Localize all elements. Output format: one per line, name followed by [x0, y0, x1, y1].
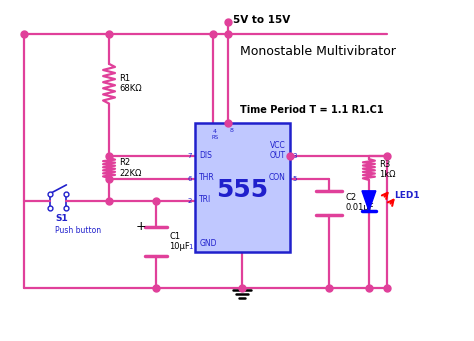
Text: 5: 5: [292, 176, 297, 182]
Text: 5V to 15V: 5V to 15V: [233, 15, 290, 25]
Text: Monostable Multivibrator: Monostable Multivibrator: [240, 45, 396, 58]
Text: 2: 2: [188, 198, 192, 204]
Text: CON: CON: [269, 174, 286, 182]
Text: VCC: VCC: [270, 141, 286, 150]
Text: Time Period T = 1.1 R1.C1: Time Period T = 1.1 R1.C1: [240, 104, 383, 115]
Text: THR: THR: [199, 174, 215, 182]
Bar: [195, 123, 290, 252]
Text: R2
22KΩ: R2 22KΩ: [119, 158, 141, 178]
Text: LED1: LED1: [394, 191, 419, 200]
Text: 4: 4: [213, 129, 217, 134]
Text: C1
10μF: C1 10μF: [170, 232, 190, 251]
Text: 6: 6: [188, 176, 192, 182]
Text: TRI: TRI: [199, 195, 211, 204]
Text: 3: 3: [292, 153, 297, 159]
Text: OUT: OUT: [270, 151, 286, 160]
Text: +: +: [136, 220, 146, 233]
Text: Push button: Push button: [55, 226, 101, 235]
Text: R1
68KΩ: R1 68KΩ: [119, 74, 142, 93]
Text: 8: 8: [230, 128, 234, 133]
Text: R3
1kΩ: R3 1kΩ: [379, 160, 395, 179]
Text: 555: 555: [217, 178, 268, 202]
Text: S1: S1: [55, 214, 68, 223]
Text: 1: 1: [188, 244, 192, 250]
Text: C2
0.01μF: C2 0.01μF: [345, 193, 374, 212]
Text: 7: 7: [188, 153, 192, 159]
Text: DIS: DIS: [199, 151, 212, 160]
Text: circuitspedia.com: circuitspedia.com: [221, 173, 289, 199]
Text: GND: GND: [199, 239, 217, 248]
Polygon shape: [362, 191, 376, 211]
Text: RS: RS: [211, 135, 219, 140]
